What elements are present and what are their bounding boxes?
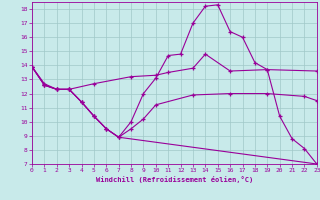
X-axis label: Windchill (Refroidissement éolien,°C): Windchill (Refroidissement éolien,°C) (96, 176, 253, 183)
